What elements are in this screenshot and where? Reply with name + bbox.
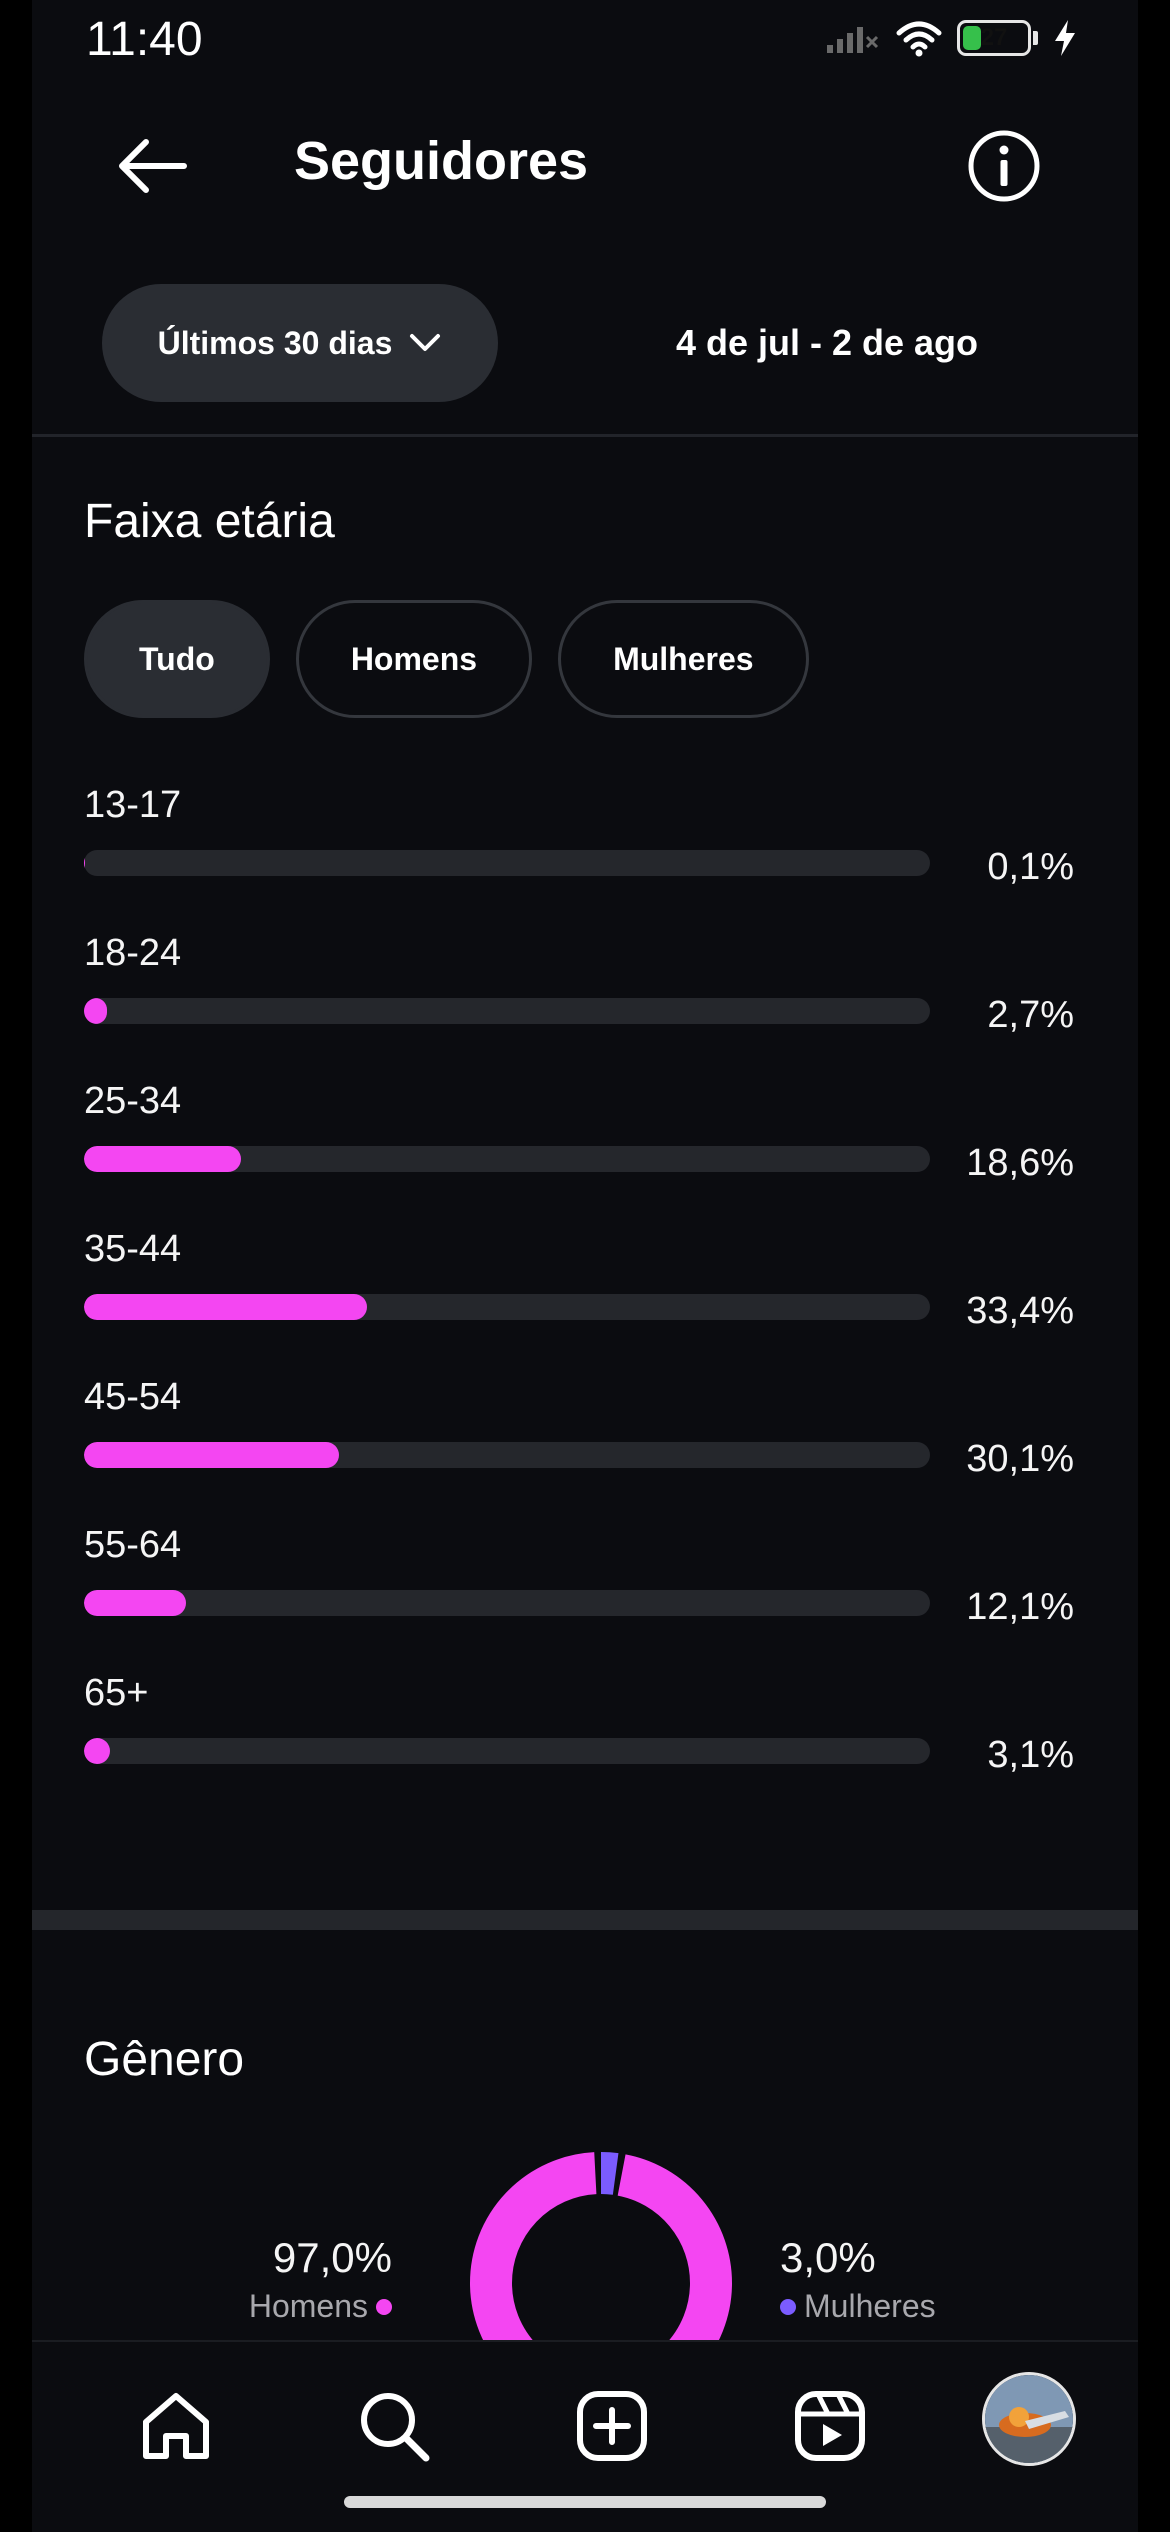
women-percentage: 3,0%: [780, 2234, 876, 2281]
status-icons: 27: [825, 18, 1078, 58]
profile-avatar[interactable]: [982, 2372, 1076, 2466]
filter-chip-all[interactable]: Tudo: [84, 600, 270, 718]
section-divider: [32, 1910, 1138, 1930]
age-section-title: Faixa etária: [84, 495, 335, 548]
filter-chip-men[interactable]: Homens: [295, 600, 533, 718]
age-bar-fill: [84, 1294, 367, 1320]
age-range-label: 45-54: [84, 1376, 182, 1418]
donut-segment-women: [470, 2152, 732, 2414]
age-percentage: 18,6%: [966, 1142, 1074, 1184]
age-percentage: 30,1%: [966, 1438, 1074, 1480]
home-indicator: [344, 2496, 826, 2508]
age-bar-fill: [84, 1442, 339, 1468]
info-icon[interactable]: [966, 128, 1042, 204]
women-legend-dot: [780, 2298, 796, 2315]
women-label: Mulheres: [804, 2288, 936, 2324]
date-range-dropdown[interactable]: Últimos 30 dias: [102, 284, 498, 402]
age-row: 65+ 3,1%: [84, 1672, 1124, 1812]
age-bar-fill: [84, 998, 107, 1024]
men-percentage: 97,0%: [272, 2234, 392, 2281]
divider: [32, 434, 1138, 437]
age-bar-track: [84, 1738, 930, 1764]
age-bar-track: [84, 1146, 930, 1172]
status-time: 11:40: [86, 13, 203, 66]
age-range-label: 18-24: [84, 932, 182, 974]
age-filter-chips: Tudo Homens Mulheres: [84, 600, 809, 718]
charging-icon: [1055, 20, 1075, 56]
date-range-text: 4 de jul - 2 de ago: [675, 322, 978, 363]
age-row: 25-34 18,6%: [84, 1080, 1124, 1220]
age-range-label: 55-64: [84, 1524, 182, 1566]
age-bar-track: [84, 998, 930, 1024]
men-label: Homens: [248, 2288, 368, 2324]
age-bar-track: [84, 1442, 930, 1468]
age-bar-fill: [84, 1590, 187, 1616]
battery-indicator: 27: [957, 20, 1031, 56]
gender-section-title: Gênero: [84, 2033, 245, 2086]
age-row: 18-24 2,7%: [84, 932, 1124, 1072]
search-icon[interactable]: [354, 2386, 434, 2466]
back-arrow-icon[interactable]: [112, 136, 192, 196]
age-range-label: 13-17: [84, 784, 182, 826]
age-range-label: 65+: [84, 1672, 149, 1714]
age-row: 45-54 30,1%: [84, 1376, 1124, 1516]
age-bar-fill: [84, 1738, 111, 1764]
battery-nub: [1033, 31, 1038, 45]
age-bar-track: [84, 1590, 930, 1616]
reels-icon[interactable]: [790, 2386, 870, 2466]
gender-women-stat: 3,0% Mulheres: [780, 2234, 1040, 2325]
age-bar-fill: [84, 1146, 242, 1172]
chevron-down-icon: [410, 334, 441, 351]
age-percentage: 3,1%: [987, 1734, 1074, 1776]
age-percentage: 0,1%: [987, 846, 1074, 888]
battery-label: 27: [980, 24, 1008, 51]
men-legend-dot: [376, 2298, 392, 2315]
age-row: 55-64 12,1%: [84, 1524, 1124, 1664]
age-percentage: 2,7%: [987, 994, 1074, 1036]
gender-men-stat: 97,0% Homens: [162, 2234, 392, 2325]
age-percentage: 33,4%: [966, 1290, 1074, 1332]
date-range-label: Últimos 30 dias: [157, 324, 393, 361]
home-icon[interactable]: [136, 2386, 216, 2466]
filter-chip-women[interactable]: Mulheres: [558, 600, 809, 718]
battery-level: [963, 26, 982, 50]
age-percentage: 12,1%: [966, 1586, 1074, 1628]
age-range-label: 35-44: [84, 1228, 182, 1270]
age-range-label: 25-34: [84, 1080, 182, 1122]
signal-icon: [827, 27, 879, 53]
page-title: Seguidores: [294, 131, 589, 191]
age-row: 13-17 0,1%: [84, 784, 1124, 924]
wifi-icon: [896, 21, 942, 57]
app-screen: 11:40 27 Seguidores: [32, 0, 1138, 2532]
age-bar-track: [84, 1294, 930, 1320]
age-bar-track: [84, 850, 930, 876]
age-row: 35-44 33,4%: [84, 1228, 1124, 1368]
age-bar-fill: [84, 850, 85, 876]
create-icon[interactable]: [572, 2386, 652, 2466]
